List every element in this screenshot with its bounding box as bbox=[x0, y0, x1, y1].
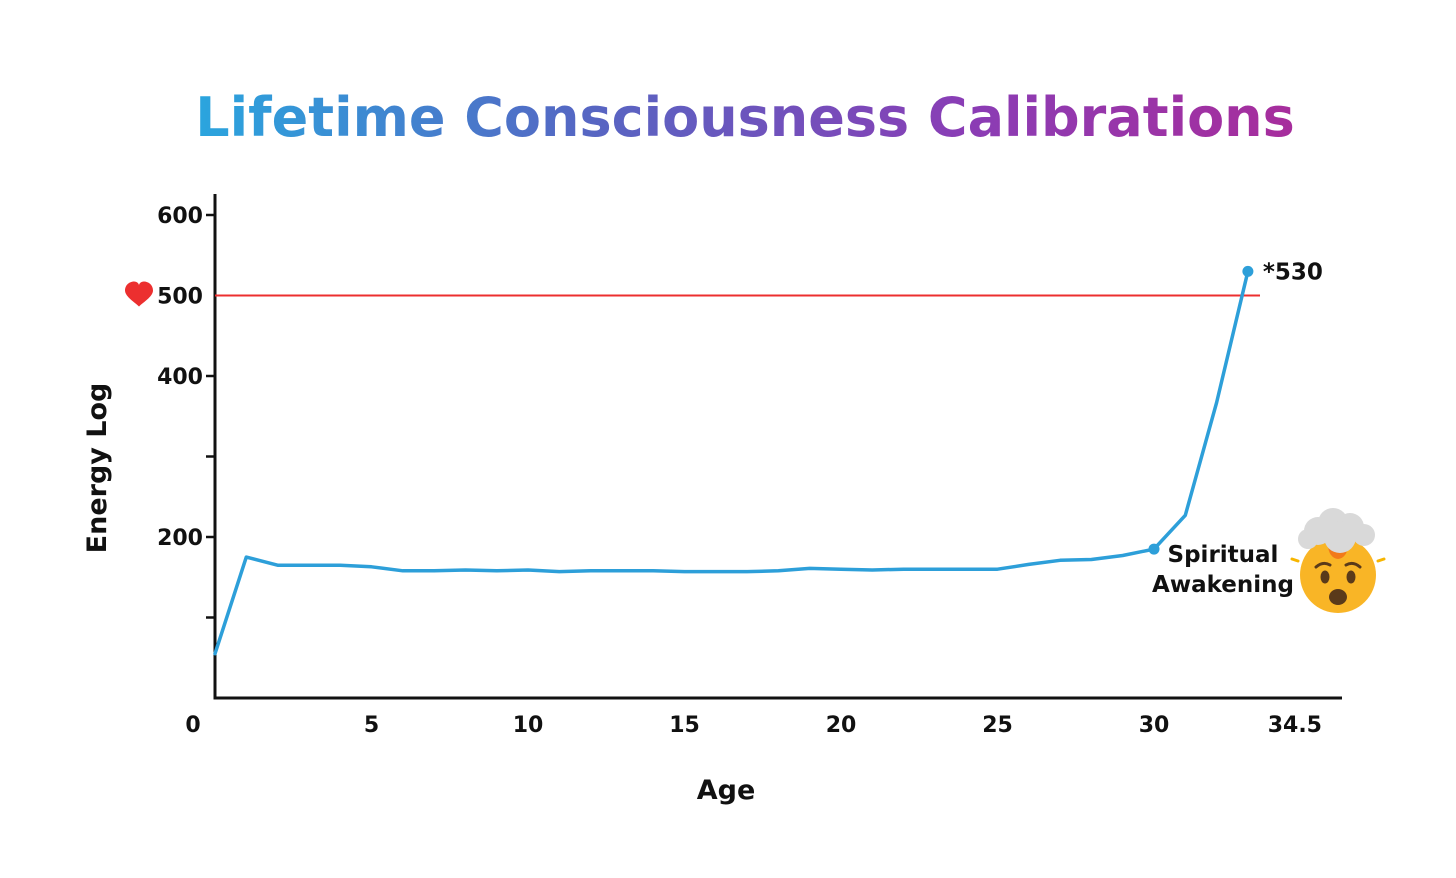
emoji-sparks bbox=[1290, 557, 1386, 563]
y-tick-label: 600 bbox=[157, 204, 203, 229]
x-tick-label: 15 bbox=[669, 713, 700, 738]
x-axis-title: Age bbox=[697, 775, 756, 806]
y-tick-label: 200 bbox=[157, 526, 203, 551]
x-tick-label: 25 bbox=[982, 713, 1013, 738]
reference-line-group bbox=[125, 281, 1260, 307]
y-axis-title: Energy Log bbox=[82, 383, 113, 554]
series-line bbox=[213, 269, 1250, 656]
x-tick-label: 34.5 bbox=[1268, 713, 1322, 738]
awakening-point bbox=[1148, 543, 1160, 555]
emoji-eye bbox=[1346, 570, 1356, 584]
peak-label: *530 bbox=[1263, 259, 1323, 285]
emoji-face bbox=[1300, 537, 1376, 613]
peak-point bbox=[1242, 265, 1254, 277]
x-tick-label: 30 bbox=[1139, 713, 1170, 738]
emoji-cloud-puff bbox=[1298, 529, 1318, 549]
x-tick-label: 0 bbox=[185, 713, 200, 738]
axes: 200 400 500 600 0 5 10 15 20 25 30 34.5 bbox=[157, 194, 1342, 738]
x-tick-label: 5 bbox=[364, 713, 379, 738]
annotations-group: *530 Spiritual Awakening bbox=[1148, 259, 1386, 613]
y-tick-label: 400 bbox=[157, 365, 203, 390]
emoji-eye bbox=[1320, 570, 1330, 584]
exploding-head-icon bbox=[1290, 508, 1386, 613]
chart-title: Lifetime Consciousness Calibrations bbox=[195, 86, 1295, 149]
awakening-label-line: Spiritual bbox=[1168, 542, 1279, 568]
series-group bbox=[213, 269, 1250, 656]
emoji-mouth bbox=[1329, 589, 1347, 605]
emoji-cloud-puff bbox=[1324, 521, 1356, 553]
y-tick-label: 500 bbox=[157, 285, 203, 310]
x-tick-label: 10 bbox=[513, 713, 544, 738]
emoji-cloud-puff bbox=[1353, 524, 1375, 546]
x-tick-label: 20 bbox=[826, 713, 857, 738]
heart-icon bbox=[125, 281, 153, 307]
emoji-brows bbox=[1314, 561, 1362, 569]
awakening-label-line: Awakening bbox=[1152, 572, 1294, 598]
